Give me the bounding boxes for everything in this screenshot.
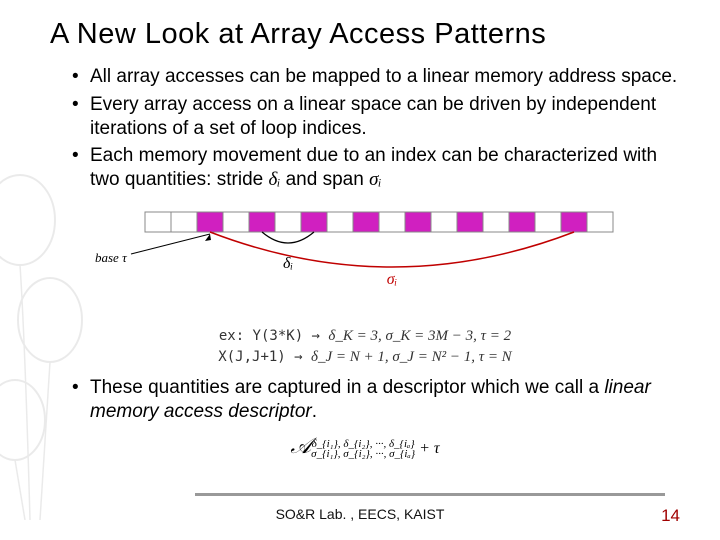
sigma-symbol: σᵢ [369,169,381,190]
footer-lab: SO&R Lab. , EECS, KAIST [0,506,720,522]
example-line-1: ex: Y(3*K) → δ_K = 3, σ_K = 3M − 3, τ = … [50,326,680,347]
bullet-4-suffix: . [312,401,317,422]
svg-text:σᵢ: σᵢ [387,271,397,288]
svg-text:base τ: base τ [95,250,128,265]
example-equations: ex: Y(3*K) → δ_K = 3, σ_K = 3M − 3, τ = … [50,326,680,368]
example-line-2: X(J,J+1) → δ_J = N + 1, σ_J = N² − 1, τ … [50,347,680,368]
slide-content: A New Look at Array Access Patterns All … [0,0,720,459]
bullet-list-2: These quantities are captured in a descr… [50,376,680,424]
page-number: 14 [661,506,680,526]
array-diagram: δᵢ σᵢ base τ [85,202,645,322]
descriptor-formula: 𝒜δ_{i₁}, δ_{i₂}, ···, δ_{iₐ}σ_{i₁}, σ_{i… [50,433,680,459]
bullet-3: Each memory movement due to an index can… [72,144,680,192]
footer-divider [195,493,665,496]
bullet-1: All array accesses can be mapped to a li… [72,65,680,89]
page-title: A New Look at Array Access Patterns [50,18,680,51]
bullet-3-mid: and span [280,169,369,190]
bullet-list: All array accesses can be mapped to a li… [50,65,680,192]
bullet-4-prefix: These quantities are captured in a descr… [90,377,604,398]
bullet-2: Every array access on a linear space can… [72,93,680,141]
svg-text:δᵢ: δᵢ [283,255,293,272]
delta-symbol: δᵢ [268,169,280,190]
bullet-4: These quantities are captured in a descr… [72,376,680,424]
